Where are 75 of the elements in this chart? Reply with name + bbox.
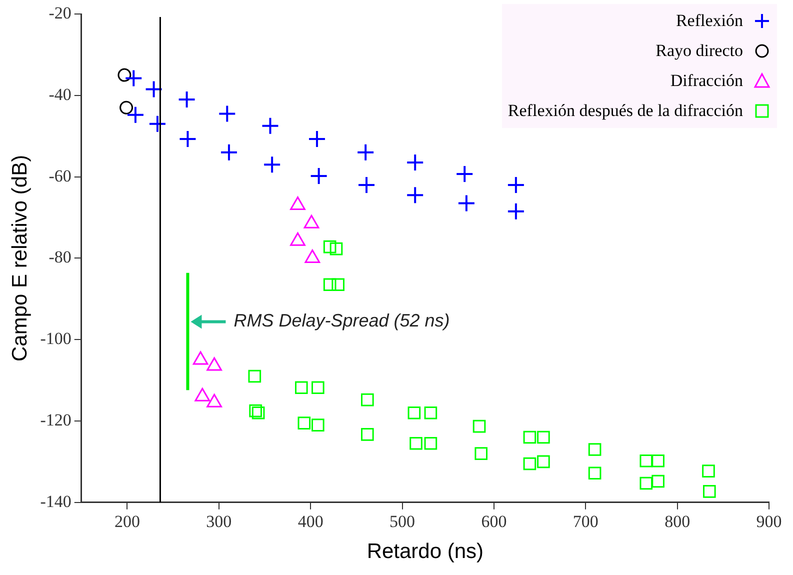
point	[640, 476, 653, 490]
x-tick-label: 700	[572, 512, 598, 532]
point	[457, 194, 476, 212]
point	[406, 186, 424, 204]
y-tick-label: -100	[40, 329, 72, 348]
point	[323, 278, 336, 292]
point	[523, 457, 536, 470]
point	[588, 466, 602, 480]
point	[126, 106, 144, 124]
x-tick-label: 300	[206, 512, 232, 532]
point	[356, 143, 375, 162]
point	[506, 202, 525, 220]
legend-label: Rayo directo	[656, 41, 743, 61]
point	[218, 104, 236, 123]
point	[523, 430, 536, 444]
point	[252, 406, 265, 420]
y-tick-label: -80	[48, 248, 72, 267]
point	[118, 68, 132, 82]
point	[178, 90, 196, 108]
x-axis-title: Retardo (ns)	[366, 540, 484, 564]
point	[178, 130, 197, 148]
point	[537, 430, 550, 444]
x-tick-label: 800	[664, 512, 690, 532]
y-tick-label: -20	[48, 3, 72, 22]
point	[537, 455, 550, 468]
point	[472, 420, 486, 433]
point	[408, 406, 421, 420]
point	[330, 242, 343, 256]
point	[220, 143, 238, 162]
point	[249, 404, 262, 418]
point	[640, 454, 653, 468]
x-tick-label: 500	[390, 512, 416, 532]
point	[702, 464, 715, 478]
point	[424, 436, 438, 450]
y-tick-label: -40	[48, 84, 72, 104]
point	[474, 447, 488, 460]
point	[124, 69, 143, 88]
point	[120, 100, 134, 114]
point	[456, 164, 474, 183]
point	[406, 154, 424, 172]
x-tick-label: 900	[756, 512, 782, 532]
point	[298, 416, 311, 430]
point	[424, 406, 438, 420]
point	[310, 166, 328, 185]
legend-label: Reflexión	[676, 11, 743, 31]
point	[703, 485, 716, 498]
point	[652, 454, 664, 468]
point	[323, 240, 336, 254]
point	[261, 116, 280, 135]
y-axis-title: Campo E relativo (dB)	[8, 154, 32, 362]
point	[506, 176, 525, 194]
y-tick-label: -60	[48, 166, 72, 186]
point	[312, 418, 324, 432]
point	[263, 156, 282, 174]
point	[308, 130, 326, 148]
point	[652, 474, 664, 488]
legend-label: Difracción	[670, 71, 743, 91]
x-tick-label: 200	[114, 512, 140, 532]
point	[410, 436, 422, 450]
point	[361, 428, 374, 441]
point	[361, 393, 374, 406]
point	[358, 176, 376, 194]
point	[144, 80, 163, 98]
point	[332, 278, 344, 292]
point	[148, 114, 166, 133]
x-tick-label: 400	[298, 512, 324, 532]
y-tick-label: -120	[40, 410, 72, 430]
point	[312, 381, 324, 394]
legend-label: Reflexión después de la difracción	[508, 101, 743, 121]
point	[248, 370, 262, 383]
y-tick-label: -140	[40, 492, 72, 511]
point	[295, 381, 308, 394]
point	[588, 443, 602, 456]
ref-line-label: RMS Delay-Spread (52 ns)	[234, 310, 450, 331]
x-tick-label: 600	[481, 512, 507, 532]
